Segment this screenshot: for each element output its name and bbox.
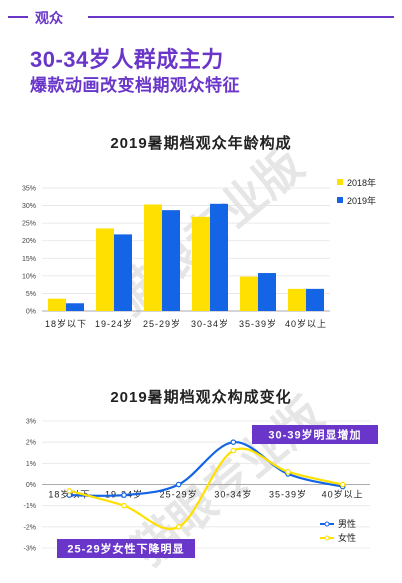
series-point (230, 447, 237, 454)
y-tick-label: 5% (26, 291, 36, 298)
callout-increase-box (252, 425, 378, 444)
y-tick-label: 15% (22, 256, 36, 263)
section-label: 观众 (35, 10, 63, 26)
bar-2019 (306, 288, 324, 311)
bar-2018 (144, 204, 162, 311)
y-tick-label: 30% (22, 203, 36, 210)
header-rule-left (8, 16, 28, 18)
series-point (175, 481, 182, 488)
legend-label: 2019年 (347, 195, 376, 206)
series-point (66, 488, 73, 494)
page-subtitle: 爆款动画改变档期观众特征 (30, 76, 240, 95)
y-tick-label: -1% (24, 503, 36, 510)
series-point (121, 492, 127, 498)
x-category-label: 35-39岁 (269, 489, 307, 500)
x-category-label: 40岁以上 (322, 489, 364, 500)
bar-2018 (240, 276, 258, 311)
y-tick-label: 25% (22, 221, 36, 228)
callout-increase-text: 30-39岁明显增加 (268, 428, 361, 442)
y-tick-label: 20% (22, 238, 36, 245)
x-category-label: 30-34岁 (191, 318, 229, 329)
legend-marker (324, 521, 330, 527)
y-tick-label: -3% (24, 546, 36, 553)
change-line-chart: 猫眼专业版 2019暑期档观众构成变化 -3%-2%-1%0%1%2%3% 18… (24, 388, 378, 576)
series-point (285, 469, 291, 475)
legend-label: 2018年 (347, 177, 376, 188)
y-tick-label: 35% (22, 186, 36, 193)
header-bar: 观众 (0, 0, 402, 34)
x-category-label: 19-24岁 (95, 318, 133, 329)
bar-2018 (48, 298, 66, 311)
y-tick-label: 1% (26, 461, 36, 468)
header-rule-right (88, 16, 394, 18)
legend-marker (324, 535, 330, 541)
y-tick-label: 3% (26, 419, 36, 426)
y-tick-label: 10% (22, 273, 36, 280)
legend-swatch (337, 179, 343, 185)
y-tick-label: 2% (26, 440, 36, 447)
series-point (175, 524, 182, 530)
page-title: 30-34岁人群成主力 (30, 47, 224, 72)
legend-label: 男性 (338, 518, 356, 529)
bar-2019 (66, 303, 84, 311)
age-bar-chart: 猫眼专业版 2019暑期档观众年龄构成 0%5%10%15%20%25%30%3… (22, 134, 376, 329)
y-tick-label: 0% (26, 309, 36, 316)
callout-decrease-text: 25-29岁女性下降明显 (67, 542, 184, 556)
callout-decrease-box (57, 539, 195, 558)
legend-swatch (337, 197, 343, 203)
x-category-label: 35-39岁 (239, 318, 277, 329)
series-point (230, 439, 237, 445)
bar-2019 (114, 234, 132, 311)
y-tick-label: -2% (24, 524, 36, 531)
y-tick-label: 0% (26, 482, 36, 489)
bar-chart-title: 2019暑期档观众年龄构成 (110, 134, 291, 152)
bar-2019 (162, 210, 180, 311)
x-category-label: 25-29岁 (160, 489, 198, 500)
series-point (121, 502, 127, 509)
bar-2018 (192, 216, 210, 311)
x-category-label: 18岁以下 (45, 318, 87, 329)
bar-2018 (288, 288, 306, 311)
x-category-label: 40岁以上 (285, 318, 327, 329)
bar-2018 (96, 228, 114, 311)
series-point (339, 481, 346, 488)
legend-label: 女性 (338, 532, 356, 543)
x-category-label: 25-29岁 (143, 318, 181, 329)
x-category-label: 30-34岁 (214, 489, 252, 500)
bar-2019 (258, 273, 276, 311)
line-chart-title: 2019暑期档观众构成变化 (110, 388, 291, 406)
bar-2019 (210, 203, 228, 311)
